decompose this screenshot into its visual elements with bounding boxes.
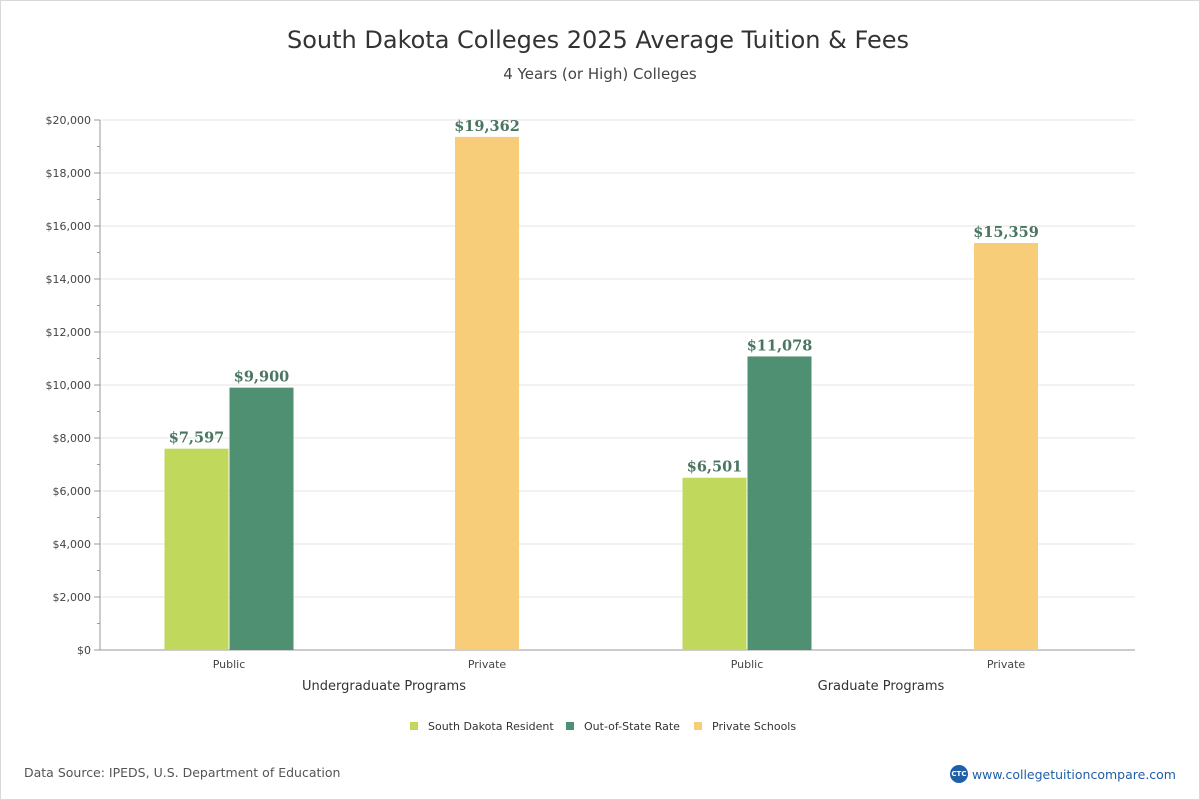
bar-value-label: $19,362 [454, 118, 520, 135]
y-tick-label: $12,000 [46, 326, 92, 339]
bar [455, 136, 519, 651]
chart-title: South Dakota Colleges 2025 Average Tuiti… [287, 26, 909, 54]
x-tick-label: Public [731, 658, 764, 671]
bar-value-label: $15,359 [973, 224, 1039, 241]
legend-swatch [694, 722, 702, 730]
y-tick-label: $0 [77, 644, 91, 657]
y-tick-label: $2,000 [53, 591, 92, 604]
x-tick-label: Private [987, 658, 1026, 671]
y-tick-label: $16,000 [46, 220, 92, 233]
brand-link[interactable]: CTC www.collegetuitioncompare.com [949, 765, 1176, 783]
legend-entry: Private Schools [712, 720, 796, 733]
x-tick-label: Private [468, 658, 507, 671]
bars: $7,597 $9,900 $19,362 $6,501 $11,078 $15,359 [164, 118, 1039, 651]
bar-value-label: $6,501 [687, 459, 743, 476]
y-tick-label: $4,000 [53, 538, 92, 551]
ctc-logo-icon: CTC [949, 765, 968, 783]
bar [682, 477, 747, 650]
chart-subtitle: 4 Years (or High) Colleges [503, 65, 697, 83]
brand-url[interactable]: www.collegetuitioncompare.com [971, 766, 1176, 782]
y-tick-label: $18,000 [46, 167, 92, 180]
data-source-note: Data Source: IPEDS, U.S. Department of E… [24, 765, 341, 780]
legend-swatch [410, 722, 418, 730]
y-tick-label: $14,000 [46, 273, 92, 286]
x-group-label: Graduate Programs [818, 679, 945, 694]
legend: South Dakota Resident Out-of-State Rate Pr… [410, 720, 796, 733]
y-tick-label: $20,000 [46, 114, 92, 127]
bar [974, 242, 1038, 650]
bar-value-label: $11,078 [747, 337, 813, 354]
x-tick-label: Public [213, 658, 246, 671]
y-axis: $0 $2,000 $4,000 $6,000 $8,000 $10,000 $12,000… [46, 114, 1135, 657]
x-group-label: Undergraduate Programs [302, 679, 466, 694]
bar [747, 356, 812, 650]
bar [229, 387, 294, 650]
bar-value-label: $7,597 [169, 430, 225, 447]
bar-value-label: $9,900 [234, 369, 290, 386]
y-tick-label: $6,000 [53, 485, 92, 498]
bar [164, 448, 229, 650]
legend-entry: Out-of-State Rate [584, 720, 680, 733]
legend-entry: South Dakota Resident [428, 720, 554, 733]
legend-swatch [566, 722, 574, 730]
y-tick-label: $10,000 [46, 379, 92, 392]
y-tick-label: $8,000 [53, 432, 92, 445]
